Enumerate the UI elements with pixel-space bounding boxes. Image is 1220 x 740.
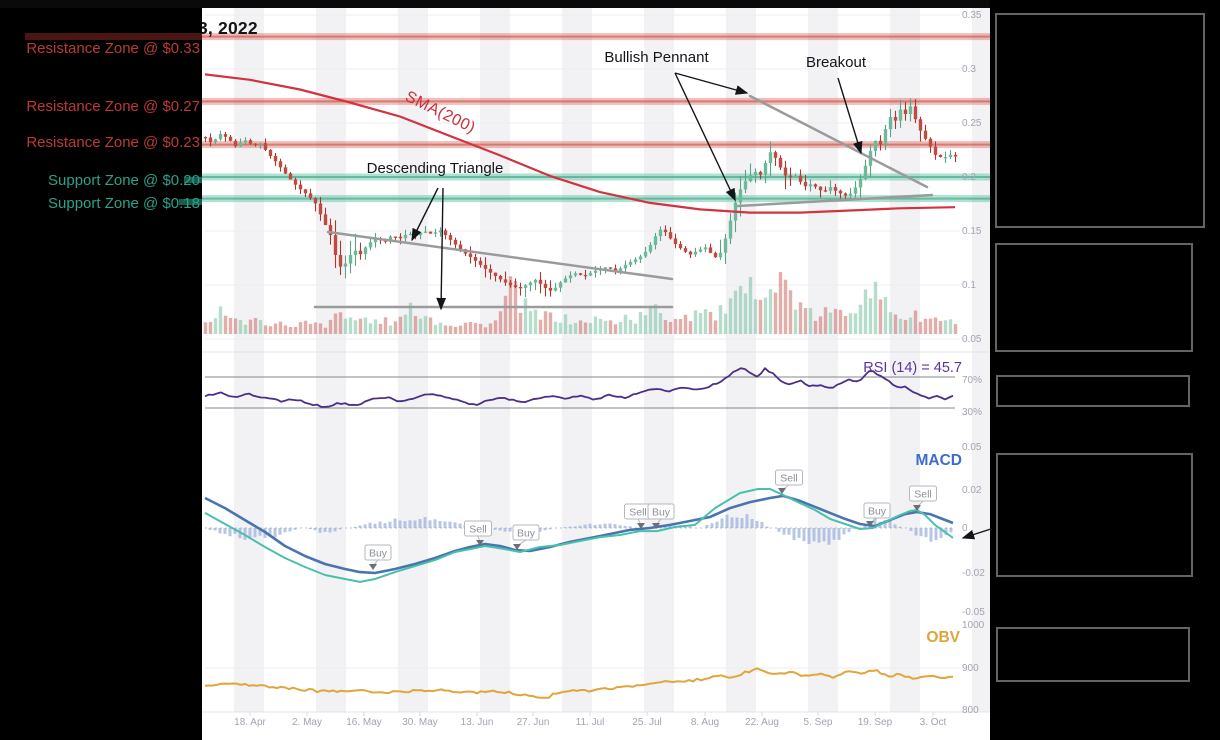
price-zones bbox=[202, 33, 990, 203]
svg-text:11. Jul: 11. Jul bbox=[576, 717, 605, 728]
svg-text:0.25: 0.25 bbox=[962, 118, 982, 129]
right-black-panel bbox=[990, 0, 1220, 740]
redacted-box-1 bbox=[995, 13, 1205, 228]
svg-text:900: 900 bbox=[962, 663, 979, 674]
redacted-box-3 bbox=[996, 375, 1190, 407]
svg-text:25. Jul: 25. Jul bbox=[632, 717, 661, 728]
redacted-box-5 bbox=[996, 627, 1190, 682]
svg-text:3. Oct: 3. Oct bbox=[920, 717, 947, 728]
svg-text:0.02: 0.02 bbox=[962, 485, 982, 496]
zone-label-resistance-023: Resistance Zone @ $0.23 bbox=[26, 134, 200, 151]
redacted-box-2 bbox=[995, 243, 1193, 352]
obv-line bbox=[204, 667, 954, 699]
svg-text:0.3: 0.3 bbox=[962, 64, 976, 75]
chart-layers: Buy Sell Buy Sell Buy Sell Buy Sell bbox=[202, 8, 990, 713]
svg-text:Buy: Buy bbox=[868, 506, 887, 518]
zone-label-support-020: Support Zone @ $0.20 bbox=[48, 172, 200, 189]
svg-text:Buy: Buy bbox=[369, 548, 388, 560]
svg-text:2. May: 2. May bbox=[292, 717, 322, 728]
macd-line bbox=[204, 488, 954, 583]
svg-text:Buy: Buy bbox=[652, 507, 671, 519]
svg-text:22. Aug: 22. Aug bbox=[745, 717, 779, 728]
trendlines bbox=[313, 94, 934, 309]
svg-text:0: 0 bbox=[962, 523, 968, 534]
svg-text:19. Sep: 19. Sep bbox=[858, 717, 893, 728]
left-black-panel: Resistance Zone @ $0.33 Resistance Zone … bbox=[0, 8, 202, 740]
support-band-accent-020 bbox=[184, 177, 202, 183]
svg-text:27. Jun: 27. Jun bbox=[517, 717, 550, 728]
svg-text:Buy: Buy bbox=[517, 528, 536, 540]
svg-text:-0.05: -0.05 bbox=[962, 607, 985, 618]
svg-text:1000: 1000 bbox=[962, 620, 985, 631]
svg-text:0.1: 0.1 bbox=[962, 280, 976, 291]
zone-label-support-018: Support Zone @ $0.18 bbox=[48, 195, 200, 212]
buy-sell-markers: Buy Sell Buy Sell Buy Sell Buy Sell bbox=[364, 469, 937, 570]
svg-text:70%: 70% bbox=[962, 375, 982, 386]
svg-text:800: 800 bbox=[962, 705, 979, 716]
week-stripes bbox=[234, 8, 990, 712]
volume-bars bbox=[203, 272, 958, 334]
svg-text:Sell: Sell bbox=[469, 524, 487, 536]
svg-text:0.05: 0.05 bbox=[962, 334, 982, 345]
zone-label-resistance-033: Resistance Zone @ $0.33 bbox=[26, 40, 200, 57]
redacted-box-4 bbox=[996, 453, 1193, 577]
top-black-strip bbox=[0, 0, 1220, 8]
gridlines bbox=[202, 14, 990, 713]
svg-text:Sell: Sell bbox=[914, 489, 932, 501]
svg-text:13. Jun: 13. Jun bbox=[461, 717, 494, 728]
svg-text:16. May: 16. May bbox=[346, 717, 382, 728]
annotation-arrows bbox=[411, 72, 998, 540]
zone-label-resistance-027: Resistance Zone @ $0.27 bbox=[26, 98, 200, 115]
svg-text:5. Sep: 5. Sep bbox=[804, 717, 833, 728]
svg-text:0.15: 0.15 bbox=[962, 226, 982, 237]
svg-text:8. Aug: 8. Aug bbox=[691, 717, 719, 728]
svg-text:18. Apr: 18. Apr bbox=[234, 717, 266, 728]
svg-text:-0.02: -0.02 bbox=[962, 568, 985, 579]
svg-text:Sell: Sell bbox=[629, 507, 647, 519]
axis-labels: 0.35 0.3 0.25 0.2 0.15 0.1 0.05 70% 30% 0.05 0.02 0… bbox=[234, 10, 985, 728]
sma200-line bbox=[204, 73, 956, 214]
resistance-band-accent bbox=[25, 33, 202, 40]
svg-text:30. May: 30. May bbox=[402, 717, 438, 728]
rsi-line bbox=[204, 367, 954, 408]
svg-text:30%: 30% bbox=[962, 407, 982, 418]
svg-text:0.05: 0.05 bbox=[962, 442, 982, 453]
svg-text:0.2: 0.2 bbox=[962, 172, 976, 183]
macd-signal-line bbox=[204, 494, 954, 575]
svg-text:Sell: Sell bbox=[780, 473, 798, 485]
svg-text:0.35: 0.35 bbox=[962, 10, 982, 21]
support-band-accent-018 bbox=[179, 199, 202, 205]
